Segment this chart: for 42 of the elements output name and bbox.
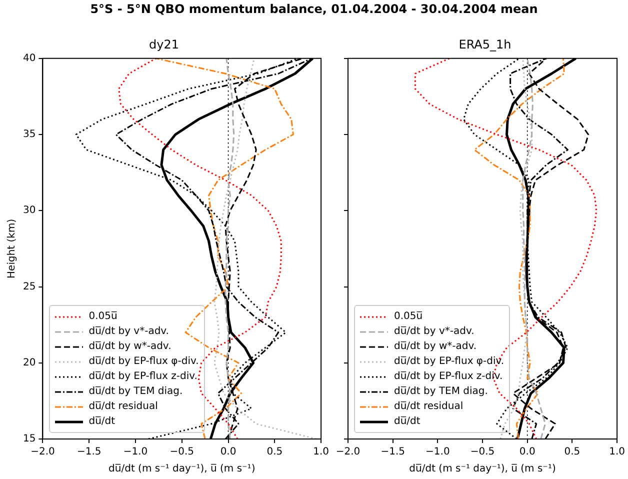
legend-label: 0.05u̅ (88, 310, 118, 324)
x-tick-label: −2.0 (30, 446, 55, 458)
x-tick-label: 0.0 (519, 446, 536, 458)
legend-label: du̅/dt (88, 415, 116, 429)
legend-label: du̅/dt by EP-flux z-div. (88, 370, 198, 384)
x-tick-label: −2.0 (336, 446, 360, 458)
x-tick-label: 0.0 (220, 446, 236, 458)
x-tick-label: 0.5 (266, 446, 283, 458)
legend-label: du̅/dt by v*-adv. (394, 325, 474, 339)
legend-label: du̅/dt by w*-adv. (88, 340, 172, 354)
x-tick-label: −1.0 (426, 446, 450, 458)
legend-label: du̅/dt by TEM diag. (394, 385, 488, 399)
chart-title: dy21 (149, 37, 179, 52)
legend-label: du̅/dt by TEM diag. (88, 385, 183, 399)
x-tick-label: −1.5 (380, 446, 405, 458)
text: 5°S - 5°N QBO momentum balance, 01.04.2004 - 30.04.2004 mean (89, 2, 539, 16)
legend-label: du̅/dt by EP-flux φ-div. (394, 355, 504, 369)
y-tick-label: 20 (22, 357, 36, 368)
y-tick-label: 35 (22, 129, 36, 140)
y-axis-title: Height (km) (6, 218, 18, 278)
y-tick-label: 40 (22, 52, 36, 64)
legend-label: du̅/dt residual (394, 400, 464, 414)
chart-title: ERA5_1h (458, 37, 512, 52)
legend-label: du̅/dt by v*-adv. (88, 325, 169, 339)
y-tick-label: 25 (22, 281, 36, 292)
legend-label: 0.05u̅ (394, 310, 423, 324)
legend-label: du̅/dt residual (88, 400, 158, 414)
legend-label: du̅/dt by EP-flux z-div. (394, 370, 503, 384)
x-tick-label: 1.0 (313, 446, 329, 458)
x-tick-label: 1.0 (609, 446, 625, 458)
x-axis-title: du̅/dt (m s⁻¹ day⁻¹), u̅ (m s⁻¹) (409, 464, 556, 475)
legend-label: du̅/dt (394, 415, 420, 429)
x-tick-label: −1.0 (123, 446, 148, 458)
legend-label: du̅/dt by w*-adv. (394, 340, 477, 354)
x-tick-label: −1.5 (76, 446, 102, 458)
legend-label: du̅/dt by EP-flux φ-div. (88, 355, 199, 369)
y-tick-label: 15 (22, 434, 36, 445)
x-tick-label: 0.5 (564, 446, 580, 458)
x-axis-title: du̅/dt (m s⁻¹ day⁻¹), u̅ (m s⁻¹) (108, 464, 256, 475)
x-tick-label: −0.5 (470, 446, 495, 458)
x-tick-label: −0.5 (170, 446, 194, 458)
y-tick-label: 30 (22, 205, 36, 216)
